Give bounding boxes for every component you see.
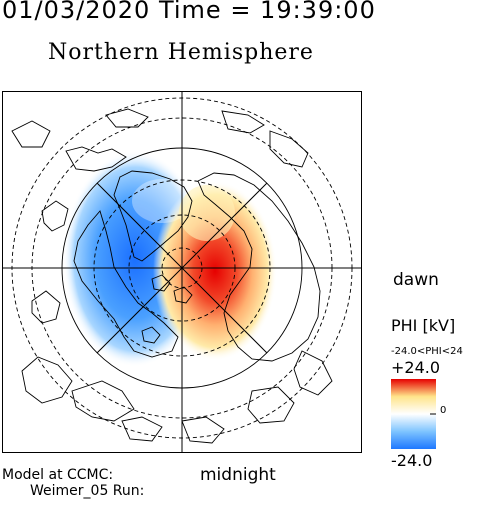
colorbar-zero-label: 0 (440, 405, 447, 416)
dusk-weak-cell (132, 179, 192, 223)
colorbar (391, 379, 436, 449)
coastlines (11, 108, 333, 444)
colorbar-range: -24.0<PHI<24 (391, 346, 463, 357)
model-credit-line2: Weimer_05 Run: (30, 483, 145, 499)
hemisphere-title: Northern Hemisphere (48, 40, 314, 65)
greenland-outline (113, 170, 193, 262)
model-credit-line1: Model at CCMC: (2, 467, 114, 483)
north-america-outline (73, 210, 179, 358)
dawn-label: dawn (393, 270, 439, 290)
polar-potential-map (2, 91, 362, 453)
colorbar-max-label: +24.0 (391, 358, 441, 377)
colorbar-gradient (391, 379, 436, 449)
colorbar-title: PHI [kV] (391, 316, 456, 335)
midnight-label: midnight (200, 465, 276, 485)
date-time-title: 01/03/2020 Time = 19:39:00 (2, 0, 376, 24)
map-frame (2, 91, 362, 453)
dawn-weak-cell (179, 185, 235, 241)
meridian-grid (2, 91, 362, 453)
colorbar-min-label: -24.0 (391, 451, 433, 470)
eurasia-outline (197, 172, 321, 362)
